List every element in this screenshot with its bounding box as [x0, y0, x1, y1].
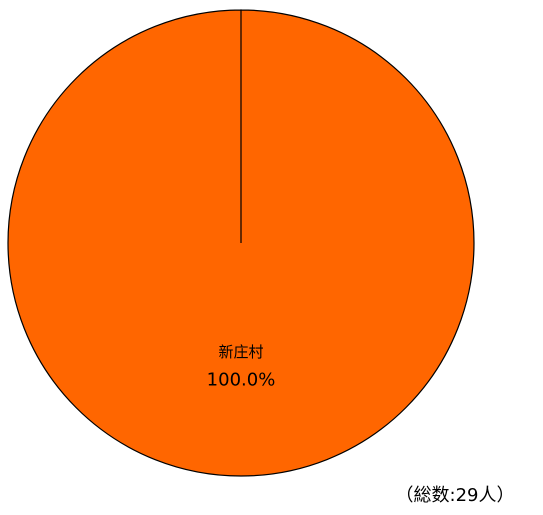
total-note: （総数:29人）: [396, 485, 515, 506]
slice-value-label: 100.0%: [207, 369, 276, 390]
pie-slice: [7, 9, 475, 477]
slice-label: 新庄村: [218, 343, 263, 361]
